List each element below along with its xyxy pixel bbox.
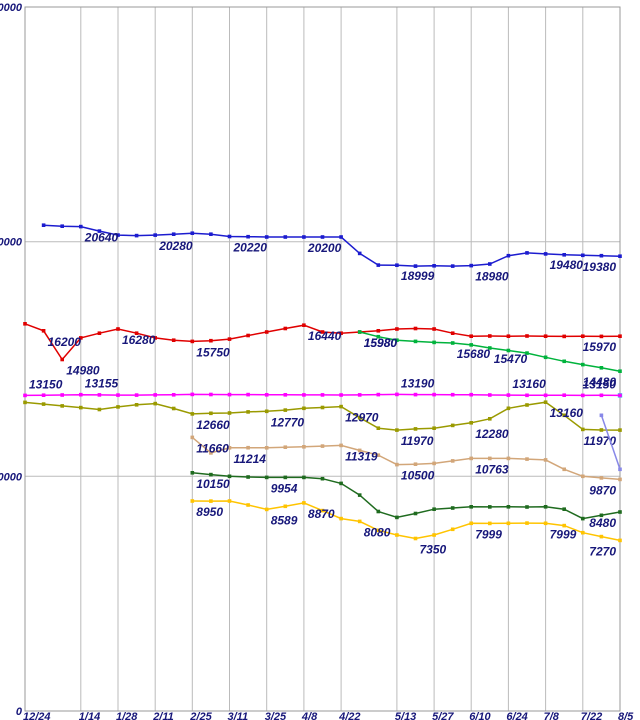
svg-text:7/22: 7/22 (581, 711, 602, 720)
svg-text:3/25: 3/25 (265, 711, 287, 720)
svg-text:2/25: 2/25 (189, 711, 212, 720)
svg-text:20220: 20220 (233, 241, 268, 255)
svg-text:18980: 18980 (475, 270, 509, 284)
svg-text:5/13: 5/13 (395, 711, 416, 720)
svg-text:12/24: 12/24 (23, 711, 51, 720)
svg-text:20200: 20200 (307, 241, 342, 255)
svg-text:16440: 16440 (308, 329, 342, 343)
svg-text:10500: 10500 (401, 469, 435, 483)
svg-text:18999: 18999 (401, 269, 435, 283)
svg-text:13190: 13190 (401, 376, 435, 390)
svg-text:1/14: 1/14 (79, 711, 100, 720)
svg-text:3/11: 3/11 (228, 711, 249, 720)
svg-text:10000: 10000 (0, 471, 23, 483)
svg-text:11660: 11660 (196, 441, 229, 455)
svg-text:12660: 12660 (196, 418, 230, 432)
svg-text:20000: 20000 (0, 237, 23, 249)
svg-text:14980: 14980 (66, 364, 100, 378)
svg-text:15680: 15680 (457, 347, 491, 361)
svg-text:11319: 11319 (345, 449, 378, 463)
svg-text:7999: 7999 (550, 527, 577, 541)
svg-text:9870: 9870 (589, 483, 616, 497)
svg-text:7350: 7350 (420, 543, 447, 557)
svg-text:20640: 20640 (84, 231, 119, 245)
svg-text:9954: 9954 (271, 481, 298, 495)
svg-text:6/10: 6/10 (469, 711, 491, 720)
svg-text:7999: 7999 (475, 527, 502, 541)
svg-text:15970: 15970 (583, 340, 617, 354)
svg-text:13150: 13150 (583, 377, 617, 391)
svg-text:11970: 11970 (401, 434, 434, 448)
svg-text:7270: 7270 (589, 544, 616, 558)
svg-text:4/8: 4/8 (301, 711, 318, 720)
svg-text:30000: 30000 (0, 2, 23, 14)
svg-text:8950: 8950 (196, 505, 223, 519)
svg-text:15470: 15470 (494, 352, 528, 366)
svg-text:5/27: 5/27 (432, 711, 454, 720)
svg-text:11214: 11214 (234, 452, 267, 466)
svg-text:13150: 13150 (29, 377, 63, 391)
svg-text:15980: 15980 (364, 336, 398, 350)
svg-text:8589: 8589 (271, 513, 298, 527)
svg-text:8/5: 8/5 (618, 711, 634, 720)
svg-text:16280: 16280 (122, 333, 156, 347)
svg-text:10150: 10150 (196, 477, 230, 491)
svg-text:16200: 16200 (48, 335, 82, 349)
svg-text:19380: 19380 (583, 260, 617, 274)
svg-text:13160: 13160 (512, 377, 546, 391)
svg-text:0: 0 (16, 706, 23, 718)
svg-text:20280: 20280 (158, 239, 193, 253)
svg-text:13155: 13155 (85, 377, 119, 391)
svg-text:12280: 12280 (475, 427, 509, 441)
svg-text:12970: 12970 (345, 411, 379, 425)
svg-text:15750: 15750 (196, 345, 230, 359)
svg-text:13160: 13160 (550, 406, 584, 420)
svg-text:8080: 8080 (364, 525, 391, 539)
svg-text:10763: 10763 (475, 462, 509, 476)
svg-text:6/24: 6/24 (506, 711, 527, 720)
svg-text:1/28: 1/28 (116, 711, 138, 720)
svg-text:12770: 12770 (271, 415, 305, 429)
svg-text:8480: 8480 (589, 516, 616, 530)
svg-text:7/8: 7/8 (544, 711, 560, 720)
svg-text:19480: 19480 (550, 258, 584, 272)
svg-text:2/11: 2/11 (152, 711, 174, 720)
svg-text:8870: 8870 (308, 507, 335, 521)
svg-text:4/22: 4/22 (338, 711, 360, 720)
